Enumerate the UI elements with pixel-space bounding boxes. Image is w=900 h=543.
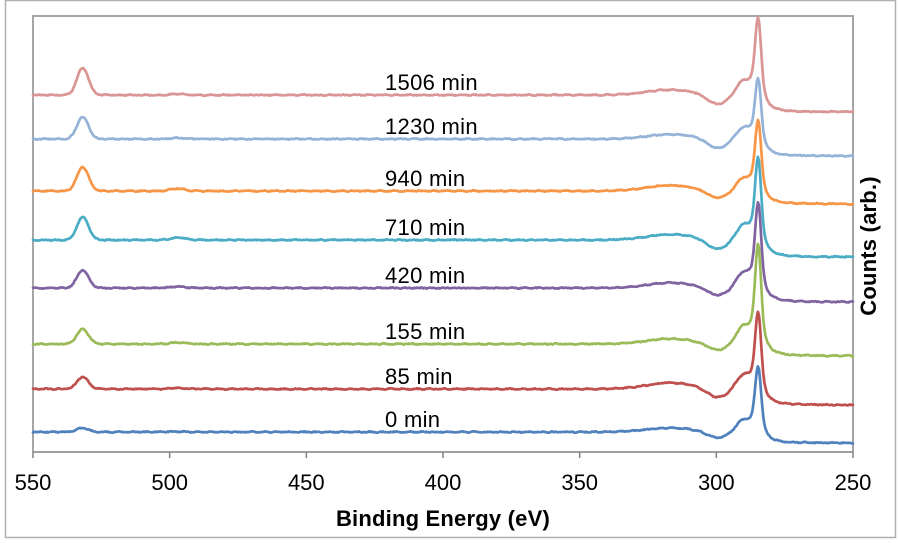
series-label: 940 min <box>385 166 465 191</box>
x-tick-marks <box>32 452 854 458</box>
series-label: 710 min <box>385 215 465 240</box>
series-label: 85 min <box>385 364 453 389</box>
x-tick-label: 400 <box>425 470 462 495</box>
trace-line <box>31 310 855 407</box>
x-tick-label: 250 <box>835 470 872 495</box>
trace-line <box>31 118 855 206</box>
x-tick-label: 500 <box>151 470 188 495</box>
series-label: 0 min <box>385 407 440 432</box>
trace-line <box>31 242 855 358</box>
series-label: 1230 min <box>385 114 478 139</box>
series-label: 1506 min <box>385 70 478 95</box>
series-label: 155 min <box>385 319 465 344</box>
series-labels: 1506 min 1230 min 940 min 710 min 420 mi… <box>385 70 478 432</box>
trace-line <box>31 200 855 304</box>
x-tick-label: 550 <box>15 470 52 495</box>
trace-line <box>31 15 855 114</box>
series-label: 420 min <box>385 263 465 288</box>
x-tick-label: 350 <box>561 470 598 495</box>
x-axis-title: Binding Energy (eV) <box>336 506 550 531</box>
x-tick-label: 300 <box>698 470 735 495</box>
trace-lines <box>31 15 855 445</box>
trace-line <box>31 365 855 445</box>
x-tick-labels: 550 500 450 400 350 300 250 <box>15 470 872 495</box>
trace-line <box>31 155 855 259</box>
trace-line <box>31 76 855 158</box>
chart-frame <box>4 0 897 539</box>
plot-area-border <box>32 15 854 452</box>
x-tick-label: 450 <box>288 470 325 495</box>
y-axis-title: Counts (arb.) <box>856 176 881 315</box>
